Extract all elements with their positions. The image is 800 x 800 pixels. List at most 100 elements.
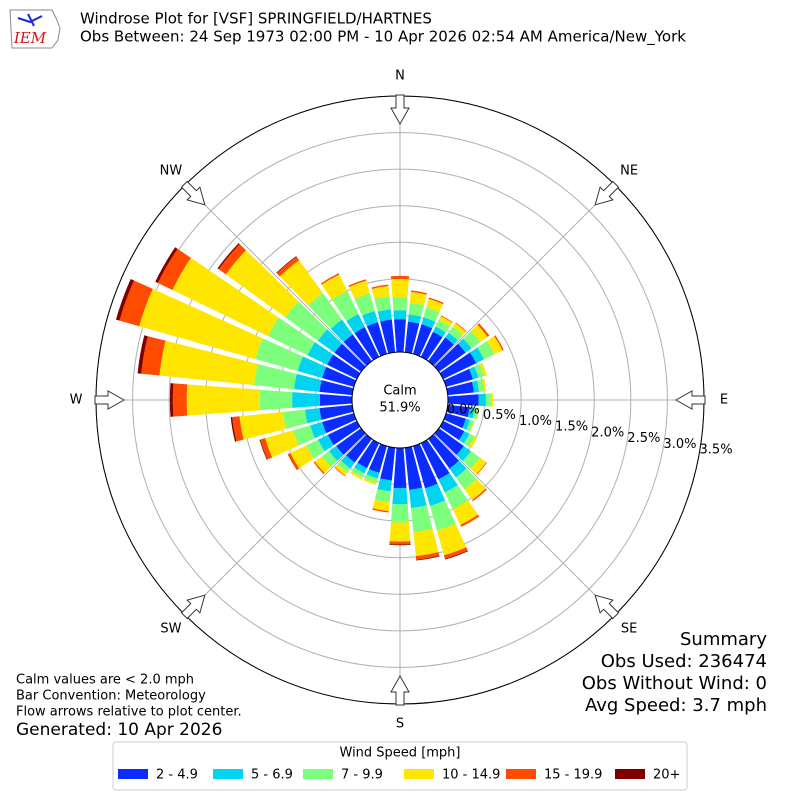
bar-segment (443, 413, 466, 429)
flow-arrow (594, 180, 620, 206)
bar-segment (313, 461, 325, 475)
flow-arrow-shape (390, 94, 410, 126)
grid-spoke (433, 184, 616, 367)
bar-segment (447, 394, 479, 406)
bar-segment (232, 416, 244, 442)
summary-line: Avg Speed: 3.7 mph (585, 695, 767, 716)
bar-segment (429, 500, 456, 531)
flow-arrow-shape (180, 180, 206, 206)
calm-value: 51.9% (379, 401, 420, 416)
theta-tick-label: S (396, 717, 404, 732)
bar-segment (444, 550, 468, 560)
bar-segment (466, 419, 474, 432)
flow-arrow (674, 390, 706, 410)
bar-segment (469, 420, 475, 432)
bar-segment (472, 488, 488, 502)
legend-swatch (118, 769, 148, 779)
bar-segment (404, 321, 420, 354)
bar-segment (474, 364, 485, 378)
bar-segment (159, 340, 258, 386)
bar-segment (448, 326, 464, 341)
bar-segment (343, 334, 372, 366)
bar-segment (410, 505, 433, 533)
flow-arrow (180, 594, 206, 620)
note: Calm values are < 2.0 mph (16, 673, 194, 688)
bar-segment (320, 273, 340, 285)
flow-arrow (390, 674, 410, 706)
bar-segment (455, 468, 477, 490)
flow-arrow-shape (94, 390, 126, 410)
calm-circle (351, 351, 449, 449)
legend-swatch (404, 769, 434, 779)
bar-segment (428, 434, 459, 469)
bar-segment (172, 383, 188, 417)
r-tick-label: 3.0% (663, 437, 696, 452)
flow-arrow (390, 94, 410, 126)
bar-segment (290, 445, 314, 469)
bar-segment (363, 478, 377, 485)
bar-segment (115, 278, 135, 321)
bar-segment (354, 327, 380, 361)
bar-segment (374, 296, 391, 312)
bar-segment (477, 379, 485, 392)
bar-segment (287, 453, 300, 471)
bar-segment (319, 394, 353, 406)
bar-segment (416, 555, 440, 561)
flow-arrow-shape (674, 390, 706, 410)
bar-segment (380, 319, 396, 354)
bar-segment (413, 324, 433, 357)
bar-segment (380, 446, 396, 481)
bar-segment (155, 247, 178, 283)
bar-segment (348, 279, 367, 287)
bar-segment (255, 338, 303, 371)
bar-segment (468, 436, 478, 449)
bar-segment (428, 297, 444, 305)
bar-segment (470, 457, 487, 475)
bar-segment (478, 393, 487, 407)
r-tick-label: 1.0% (519, 414, 552, 429)
bar-segment (341, 455, 355, 469)
bar-segment (364, 474, 378, 483)
bar-segment (306, 439, 325, 459)
bar-segment (413, 443, 438, 489)
legend-title: Wind Speed [mph] (340, 746, 461, 761)
bar-segment (321, 451, 338, 468)
bar-segment (432, 326, 446, 338)
bar-segment (321, 274, 348, 300)
generated: Generated: 10 Apr 2026 (16, 720, 222, 740)
bar-segment (477, 340, 495, 360)
bar-segment (481, 378, 487, 392)
legend-swatch (615, 769, 645, 779)
bar-segment (476, 462, 487, 475)
bar-segment (265, 430, 299, 458)
legend-swatch (506, 769, 536, 779)
bar-segment (443, 368, 473, 387)
bar-segment (336, 428, 366, 455)
bar-segment (317, 329, 342, 353)
bar-segment (472, 407, 479, 420)
bar-segment (458, 338, 472, 353)
r-tick-label: 0.0% (447, 403, 480, 418)
bar-segment (327, 420, 361, 446)
legend-swatch (303, 769, 333, 779)
r-tick-label: 1.5% (555, 420, 588, 435)
bar-segment (452, 323, 467, 336)
bar-segment (283, 409, 308, 429)
bar-segment (452, 500, 478, 525)
note: Flow arrows relative to plot center. (16, 705, 242, 720)
legend: Wind Speed [mph] 2 - 4.9 5 - 6.9 7 - 9.9 10… (112, 741, 688, 791)
bar-segment (391, 278, 409, 298)
flow-arrow-shape (594, 594, 620, 620)
bar-segment (413, 528, 439, 557)
summary-line: Obs Without Wind: 0 (582, 673, 767, 694)
bar-segment (368, 443, 387, 473)
bar-segment (354, 293, 375, 316)
bar-segment (449, 460, 467, 478)
bar-segment (409, 487, 427, 509)
bar-segment (334, 466, 346, 477)
bar-segment (331, 290, 359, 321)
bar-segment (372, 508, 389, 513)
theta-tick-label: E (720, 393, 728, 408)
bar-segment (420, 439, 450, 480)
note: Bar Convention: Meteorology (16, 689, 206, 704)
